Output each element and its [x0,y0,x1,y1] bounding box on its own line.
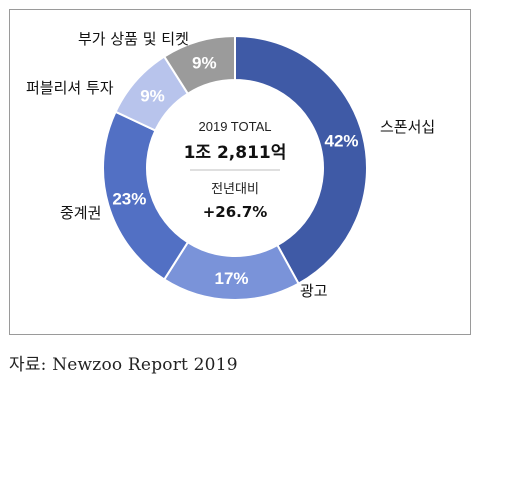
pct-label-advertising: 17% [215,269,249,288]
pct-label-sponsorship: 42% [325,132,359,151]
slice-merch-tickets [162,34,236,96]
center-total-value: 1조 2,811억 [184,143,287,163]
center-growth-value: +26.7% [203,203,268,221]
category-label-media-rights: 중계권 [60,204,101,222]
center-growth-label: 전년대비 [211,182,259,197]
pct-label-publisher-investment: 9% [140,86,165,105]
category-label-advertising: 광고 [300,282,328,300]
category-label-merch-tickets: 부가 상품 및 티켓 [78,30,189,48]
pct-label-merch-tickets: 9% [192,53,217,72]
source-note: 자료: Newzoo Report 2019 [9,355,238,375]
pct-label-media-rights: 23% [112,190,146,209]
category-label-publisher-investment: 퍼블리셔 투자 [26,79,114,97]
center-year-total: 2019 TOTAL [199,119,272,134]
category-label-sponsorship: 스폰서십 [380,118,435,136]
slice-sponsorship [234,34,368,286]
